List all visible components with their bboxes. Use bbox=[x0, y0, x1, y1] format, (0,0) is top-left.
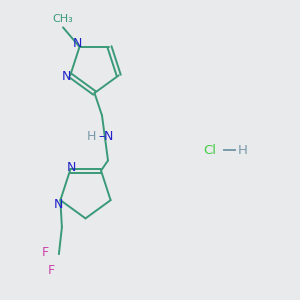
Text: N: N bbox=[72, 37, 82, 50]
Text: Cl: Cl bbox=[203, 143, 217, 157]
Text: N: N bbox=[104, 130, 113, 143]
Text: N: N bbox=[67, 160, 76, 173]
Text: N: N bbox=[61, 70, 71, 83]
Text: H: H bbox=[87, 130, 96, 143]
Text: N: N bbox=[53, 198, 63, 211]
Text: CH₃: CH₃ bbox=[52, 14, 74, 24]
Text: H: H bbox=[238, 143, 248, 157]
Text: F: F bbox=[48, 264, 55, 277]
Text: F: F bbox=[42, 246, 49, 259]
Text: –: – bbox=[98, 130, 104, 143]
